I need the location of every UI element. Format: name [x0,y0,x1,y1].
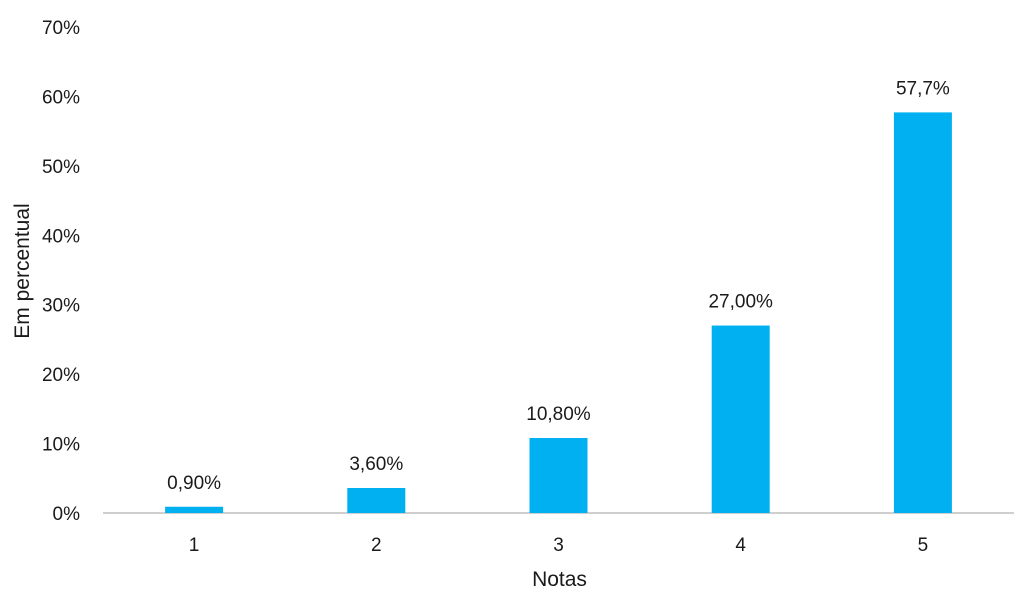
y-tick-label: 30% [42,296,80,317]
bar [347,488,406,513]
y-tick-label: 70% [42,18,80,39]
bar [711,325,770,513]
bars [165,112,952,513]
x-tick-label: 2 [371,535,382,556]
bar [529,438,588,513]
data-label: 10,80% [526,404,591,425]
x-axis-ticks: 1 2 3 4 5 [189,535,928,556]
y-tick-label: 40% [42,226,80,247]
data-label: 57,7% [896,78,950,99]
y-tick-label: 10% [42,435,80,456]
y-axis-title: Em percentual [11,203,34,338]
bar [165,506,224,513]
y-tick-label: 60% [42,87,80,108]
x-axis-title: Notas [532,568,587,591]
x-tick-label: 5 [918,535,929,556]
y-axis-ticks: 0% 10% 20% 30% 40% 50% 60% 70% [42,18,80,525]
y-tick-label: 50% [42,157,80,178]
x-tick-label: 1 [189,535,200,556]
x-tick-label: 4 [735,535,746,556]
data-label: 0,90% [167,473,221,494]
bar [893,112,952,513]
y-tick-label: 20% [42,365,80,386]
y-tick-label: 0% [53,504,81,525]
x-tick-label: 3 [553,535,564,556]
data-labels: 0,90% 3,60% 10,80% 27,00% 57,7% [167,78,950,493]
data-label: 27,00% [708,292,773,313]
data-label: 3,60% [349,454,403,475]
